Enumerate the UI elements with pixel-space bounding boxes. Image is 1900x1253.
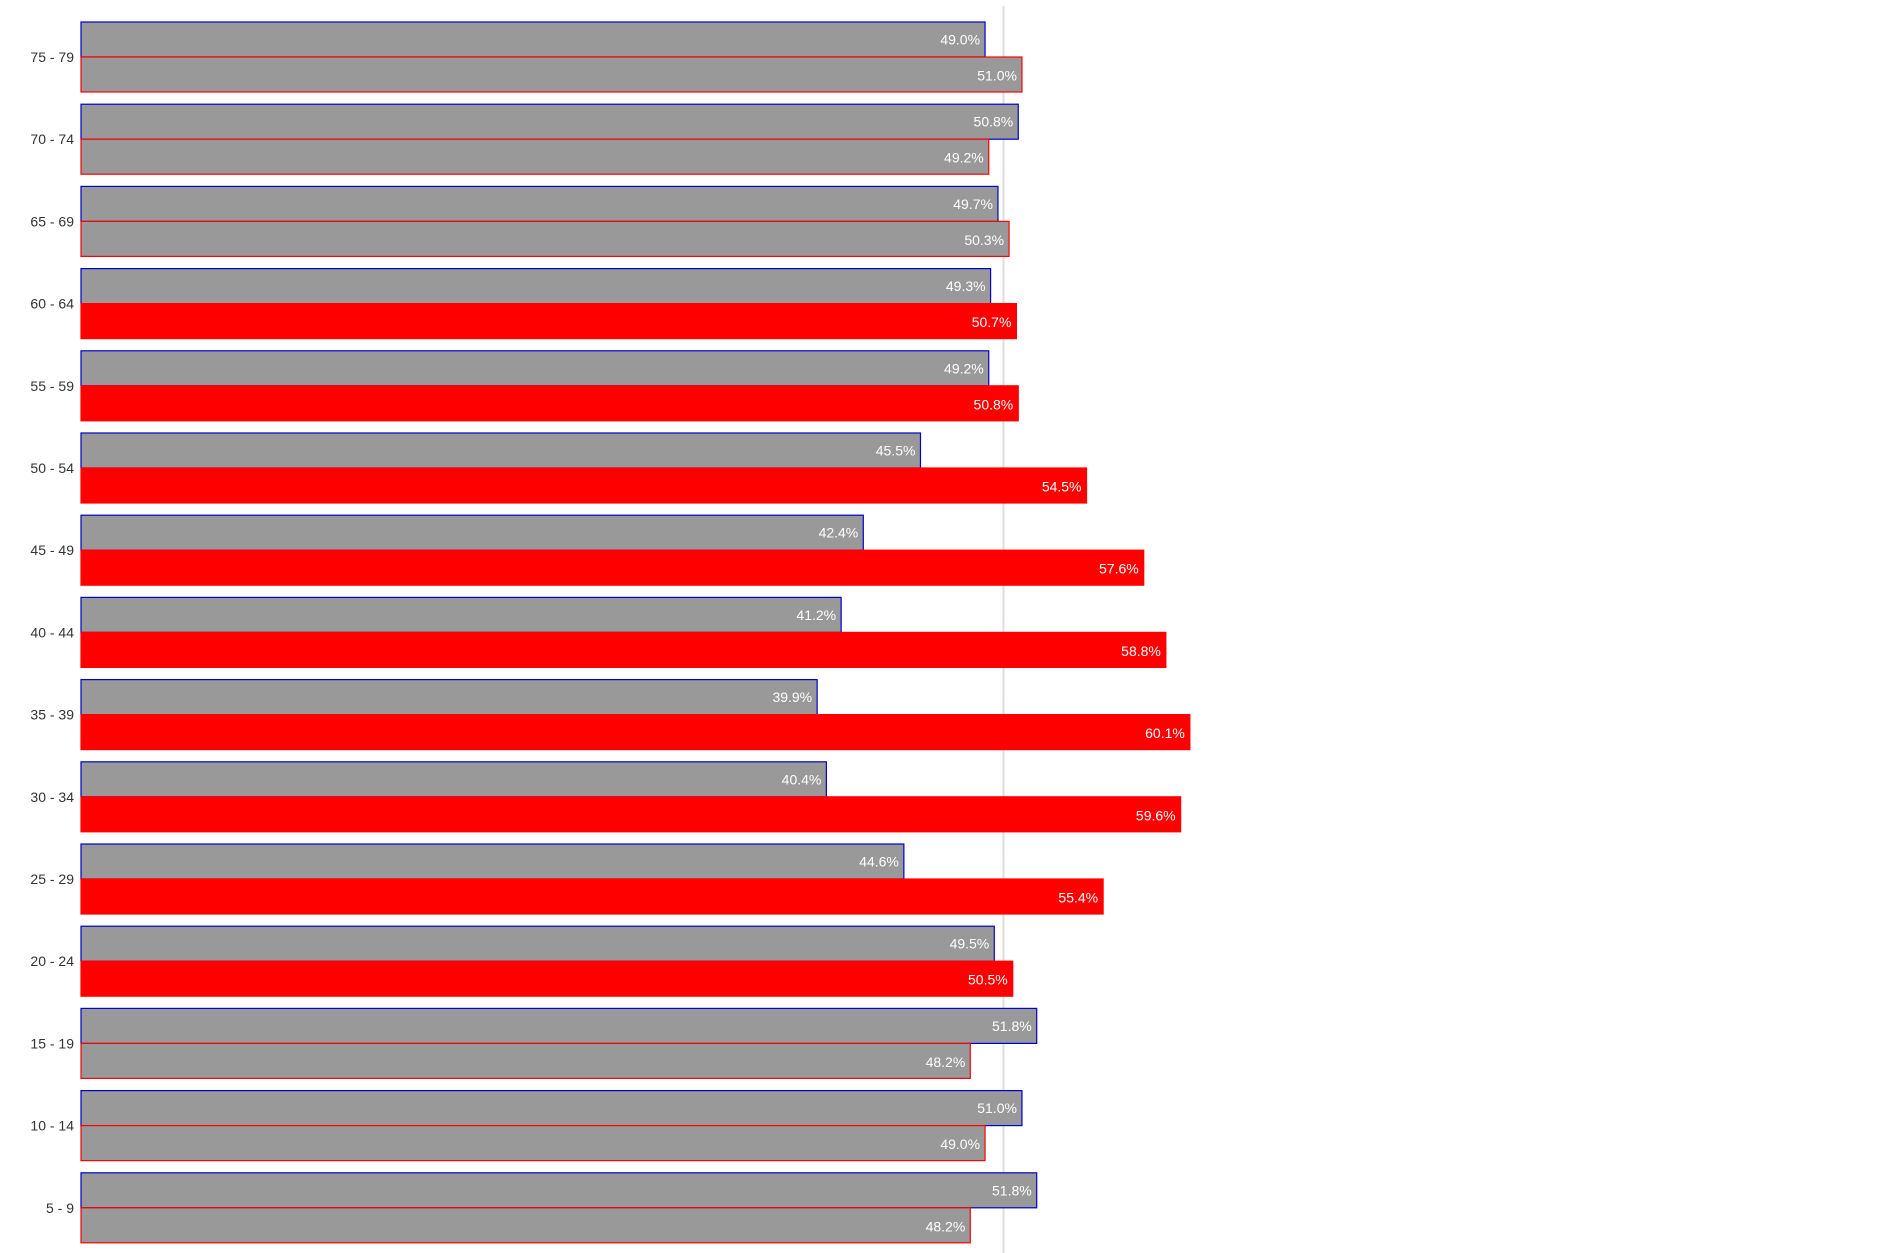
data-label-series-1: 42.4% bbox=[819, 525, 859, 541]
category-label: 55 - 59 bbox=[30, 378, 74, 394]
bar-series-2 bbox=[81, 879, 1103, 914]
bar-series-2 bbox=[81, 961, 1013, 996]
data-label-series-2: 59.6% bbox=[1136, 807, 1176, 823]
category-label: 75 - 79 bbox=[30, 49, 74, 65]
bar-series-1 bbox=[81, 597, 841, 632]
category-label: 25 - 29 bbox=[30, 871, 74, 887]
category-label: 20 - 24 bbox=[30, 953, 74, 969]
data-label-series-1: 44.6% bbox=[859, 854, 899, 870]
category-label: 65 - 69 bbox=[30, 213, 74, 229]
bar-series-1 bbox=[81, 22, 985, 57]
bar-series-2 bbox=[81, 1126, 985, 1161]
bar-series-2 bbox=[81, 1043, 970, 1078]
data-label-series-1: 50.8% bbox=[974, 114, 1014, 130]
category-label: 15 - 19 bbox=[30, 1035, 74, 1051]
bar-series-2 bbox=[81, 468, 1087, 503]
data-label-series-2: 50.8% bbox=[974, 396, 1014, 412]
data-label-series-1: 45.5% bbox=[876, 443, 916, 459]
data-label-series-1: 39.9% bbox=[772, 689, 812, 705]
data-label-series-2: 55.4% bbox=[1058, 890, 1098, 906]
data-label-series-1: 40.4% bbox=[782, 771, 822, 787]
data-label-series-1: 41.2% bbox=[796, 607, 836, 623]
data-label-series-1: 51.0% bbox=[977, 1100, 1017, 1116]
category-label: 40 - 44 bbox=[30, 624, 74, 640]
data-label-series-2: 49.2% bbox=[944, 150, 984, 166]
bar-series-1 bbox=[81, 433, 920, 468]
bar-series-1 bbox=[81, 104, 1018, 139]
data-label-series-2: 48.2% bbox=[926, 1218, 966, 1234]
bar-series-1 bbox=[81, 680, 817, 715]
category-label: 45 - 49 bbox=[30, 542, 74, 558]
data-label-series-1: 51.8% bbox=[992, 1182, 1032, 1198]
data-label-series-1: 49.0% bbox=[940, 32, 980, 48]
category-label: 10 - 14 bbox=[30, 1118, 74, 1134]
data-label-series-2: 50.7% bbox=[972, 314, 1012, 330]
bar-series-2 bbox=[81, 1208, 970, 1243]
bar-series-2 bbox=[81, 57, 1022, 92]
bar-series-1 bbox=[81, 844, 904, 879]
bar-series-2 bbox=[81, 550, 1144, 585]
category-label: 50 - 54 bbox=[30, 460, 74, 476]
data-label-series-2: 49.0% bbox=[940, 1136, 980, 1152]
data-label-series-2: 50.5% bbox=[968, 972, 1008, 988]
category-label: 35 - 39 bbox=[30, 707, 74, 723]
bar-series-2 bbox=[81, 221, 1009, 256]
data-label-series-1: 49.3% bbox=[946, 278, 986, 294]
category-label: 30 - 34 bbox=[30, 789, 74, 805]
data-label-series-2: 51.0% bbox=[977, 68, 1017, 84]
bar-series-1 bbox=[81, 1008, 1037, 1043]
bar-series-2 bbox=[81, 304, 1016, 339]
bar-series-1 bbox=[81, 762, 826, 797]
bar-series-1 bbox=[81, 269, 991, 304]
bar-series-1 bbox=[81, 1091, 1022, 1126]
bar-series-2 bbox=[81, 386, 1018, 421]
data-label-series-1: 49.7% bbox=[953, 196, 993, 212]
data-label-series-1: 51.8% bbox=[992, 1018, 1032, 1034]
category-label: 60 - 64 bbox=[30, 296, 74, 312]
category-label: 5 - 9 bbox=[46, 1200, 74, 1216]
bar-series-1 bbox=[81, 351, 989, 386]
data-label-series-2: 58.8% bbox=[1121, 643, 1161, 659]
bar-series-2 bbox=[81, 632, 1166, 667]
bar-series-1 bbox=[81, 1173, 1037, 1208]
data-label-series-2: 54.5% bbox=[1042, 479, 1082, 495]
bar-series-1 bbox=[81, 186, 998, 221]
data-label-series-2: 57.6% bbox=[1099, 561, 1139, 577]
bars-group bbox=[81, 22, 1190, 1243]
bar-series-2 bbox=[81, 139, 989, 174]
bar-series-1 bbox=[81, 926, 994, 961]
data-label-series-2: 50.3% bbox=[964, 232, 1004, 248]
bar-series-2 bbox=[81, 715, 1190, 750]
bar-series-1 bbox=[81, 515, 863, 550]
data-label-series-1: 49.5% bbox=[950, 936, 990, 952]
category-label: 70 - 74 bbox=[30, 131, 74, 147]
data-label-series-1: 49.2% bbox=[944, 360, 984, 376]
data-label-series-2: 60.1% bbox=[1145, 725, 1185, 741]
bar-series-2 bbox=[81, 797, 1181, 832]
data-label-series-2: 48.2% bbox=[926, 1054, 966, 1070]
